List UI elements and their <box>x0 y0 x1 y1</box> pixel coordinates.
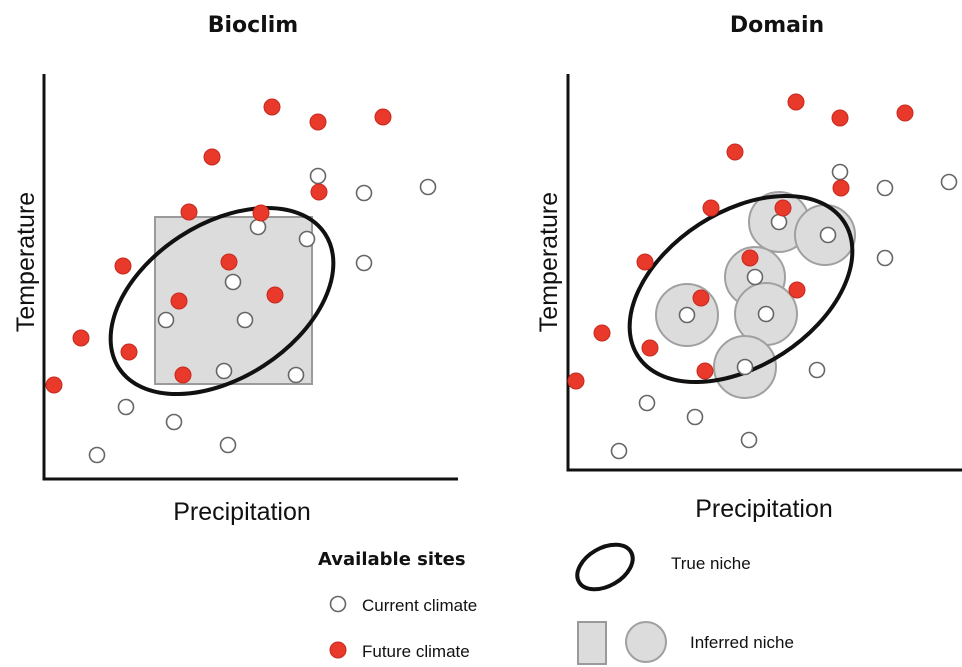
current-climate-site <box>298 230 316 248</box>
future-climate-site <box>696 362 714 380</box>
current-climate-site <box>287 366 305 384</box>
future-climate-site <box>220 253 238 271</box>
current-climate-site <box>165 413 183 431</box>
future-climate-site <box>692 289 710 307</box>
bioclim-sites <box>45 98 437 464</box>
current-climate-site <box>678 306 696 324</box>
future-climate-site <box>252 204 270 222</box>
legend-true-niche-label: True niche <box>671 554 751 573</box>
current-climate-site <box>224 273 242 291</box>
current-climate-site <box>638 394 656 412</box>
domain-y-axis-label: Temperature <box>535 192 563 332</box>
bioclim-panel: Bioclim Precipitation Temperature <box>12 13 458 526</box>
future-climate-site <box>180 203 198 221</box>
current-climate-site <box>819 226 837 244</box>
current-climate-site <box>686 408 704 426</box>
current-climate-site <box>157 311 175 329</box>
legend-current-climate-marker <box>329 595 347 613</box>
future-climate-site <box>774 199 792 217</box>
bioclim-y-axis-label: Temperature <box>12 192 40 332</box>
future-climate-site <box>45 376 63 394</box>
bioclim-title: Bioclim <box>208 13 298 38</box>
current-climate-site <box>355 184 373 202</box>
current-climate-site <box>808 361 826 379</box>
bioclim-axes <box>42 74 458 481</box>
current-climate-site <box>355 254 373 272</box>
future-climate-site <box>896 104 914 122</box>
current-climate-site <box>770 213 788 231</box>
current-climate-site <box>236 311 254 329</box>
future-climate-site <box>72 329 90 347</box>
legend: Available sites Current climate Future c… <box>318 542 794 665</box>
future-climate-site <box>788 281 806 299</box>
future-climate-site <box>726 143 744 161</box>
future-climate-site <box>787 93 805 111</box>
future-climate-site <box>263 98 281 116</box>
future-climate-site <box>309 113 327 131</box>
domain-true-niche-ellipse <box>627 193 855 385</box>
future-climate-site <box>170 292 188 310</box>
future-climate-site <box>203 148 221 166</box>
current-climate-site <box>219 436 237 454</box>
future-climate-site <box>174 366 192 384</box>
future-climate-site <box>741 249 759 267</box>
current-climate-site <box>740 431 758 449</box>
legend-future-climate-marker <box>329 641 347 659</box>
future-climate-site <box>593 324 611 342</box>
future-climate-site <box>114 257 132 275</box>
bioclim-true-niche-ellipse <box>108 205 336 397</box>
current-climate-site <box>215 362 233 380</box>
domain-axes <box>566 74 962 472</box>
future-climate-site <box>266 286 284 304</box>
current-climate-site <box>419 178 437 196</box>
future-climate-site <box>832 179 850 197</box>
current-climate-site <box>249 218 267 236</box>
current-climate-site <box>876 249 894 267</box>
legend-inferred-niche-circle <box>625 621 667 663</box>
future-climate-site <box>120 343 138 361</box>
future-climate-site <box>641 339 659 357</box>
legend-true-niche-ellipse <box>575 542 635 592</box>
current-climate-site <box>757 305 775 323</box>
current-climate-site <box>309 167 327 185</box>
future-climate-site <box>567 372 585 390</box>
future-climate-site <box>310 183 328 201</box>
legend-future-climate-label: Future climate <box>362 642 470 661</box>
legend-inferred-niche-box <box>577 621 607 665</box>
future-climate-site <box>374 108 392 126</box>
domain-x-axis-label: Precipitation <box>695 495 833 523</box>
future-climate-site <box>702 199 720 217</box>
current-climate-site <box>117 398 135 416</box>
domain-title: Domain <box>730 13 824 38</box>
future-climate-site <box>636 253 654 271</box>
current-climate-site <box>831 163 849 181</box>
domain-sites <box>567 93 958 460</box>
current-climate-site <box>940 173 958 191</box>
current-climate-site <box>610 442 628 460</box>
legend-current-climate-label: Current climate <box>362 596 477 615</box>
future-climate-site <box>831 109 849 127</box>
legend-heading: Available sites <box>318 549 466 570</box>
current-climate-site <box>88 446 106 464</box>
domain-panel: Domain Precipitation Temperature <box>535 13 962 523</box>
current-climate-site <box>746 268 764 286</box>
current-climate-site <box>876 179 894 197</box>
bioclim-x-axis-label: Precipitation <box>173 498 311 526</box>
current-climate-site <box>736 358 754 376</box>
legend-inferred-niche-label: Inferred niche <box>690 633 794 652</box>
